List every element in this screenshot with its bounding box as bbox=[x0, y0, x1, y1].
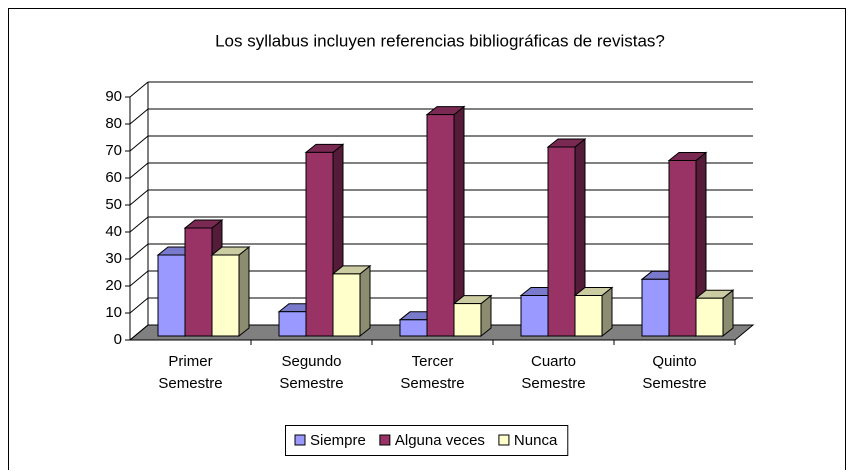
bar-side bbox=[359, 264, 371, 338]
grid-line bbox=[129, 189, 149, 206]
y-tick-label: 30 bbox=[105, 250, 122, 267]
x-tick-label: Tercer Semestre bbox=[400, 353, 464, 392]
bar-front bbox=[426, 114, 455, 337]
x-tick-label: Quinto Semestre bbox=[642, 353, 706, 392]
x-tick-label: Primer Semestre bbox=[158, 353, 222, 392]
bar bbox=[210, 245, 251, 338]
x-tick-label: Cuarto Semestre bbox=[521, 353, 585, 392]
bar-front bbox=[278, 311, 307, 337]
legend-swatch bbox=[294, 434, 306, 446]
bar bbox=[452, 294, 493, 338]
legend-box bbox=[285, 425, 569, 456]
bar-front bbox=[641, 278, 670, 337]
bar-front bbox=[399, 319, 428, 337]
legend-swatch bbox=[498, 434, 510, 446]
y-tick-label: 80 bbox=[105, 115, 122, 132]
bar-side bbox=[238, 245, 250, 338]
bar-front bbox=[305, 151, 334, 337]
y-tick-label: 60 bbox=[105, 169, 122, 186]
y-tick-label: 70 bbox=[105, 142, 122, 159]
grid-line bbox=[129, 216, 149, 233]
bar-front bbox=[453, 303, 482, 337]
bar-front bbox=[332, 273, 361, 337]
bar-front bbox=[520, 295, 549, 337]
bar bbox=[331, 264, 372, 338]
legend-label: Nunca bbox=[514, 432, 558, 449]
bar-front bbox=[668, 160, 697, 337]
legend: Siempre Alguna veces Nunca bbox=[285, 425, 569, 456]
bar bbox=[667, 151, 708, 338]
y-tick-label: 50 bbox=[105, 196, 122, 213]
bar-front bbox=[157, 254, 186, 337]
y-tick-label: 0 bbox=[114, 331, 122, 348]
legend-label: Alguna veces bbox=[395, 432, 485, 449]
grid-line bbox=[129, 108, 149, 125]
bar-front bbox=[211, 254, 240, 337]
bar bbox=[425, 105, 466, 338]
y-tick-label: 10 bbox=[105, 304, 122, 321]
grid-line bbox=[129, 243, 149, 260]
bar bbox=[546, 137, 587, 338]
grid-line bbox=[129, 81, 149, 98]
y-tick-label: 20 bbox=[105, 277, 122, 294]
bar bbox=[694, 289, 735, 338]
bar bbox=[573, 286, 614, 338]
legend-swatch bbox=[379, 434, 391, 446]
bar-front bbox=[695, 297, 724, 337]
y-tick-label: 40 bbox=[105, 223, 122, 240]
grid-line bbox=[129, 297, 149, 314]
grid-line bbox=[129, 324, 149, 341]
grid-line bbox=[129, 270, 149, 287]
grid-line bbox=[129, 162, 149, 179]
bar-front bbox=[184, 227, 213, 337]
bar-front bbox=[547, 146, 576, 337]
grid-line bbox=[129, 135, 149, 152]
legend-label: Siempre bbox=[310, 432, 366, 449]
x-tick-label: Segundo Semestre bbox=[279, 353, 343, 392]
chart-title: Los syllabus incluyen referencias biblio… bbox=[215, 31, 665, 50]
y-tick-label: 90 bbox=[105, 88, 122, 105]
bar-front bbox=[574, 295, 603, 337]
